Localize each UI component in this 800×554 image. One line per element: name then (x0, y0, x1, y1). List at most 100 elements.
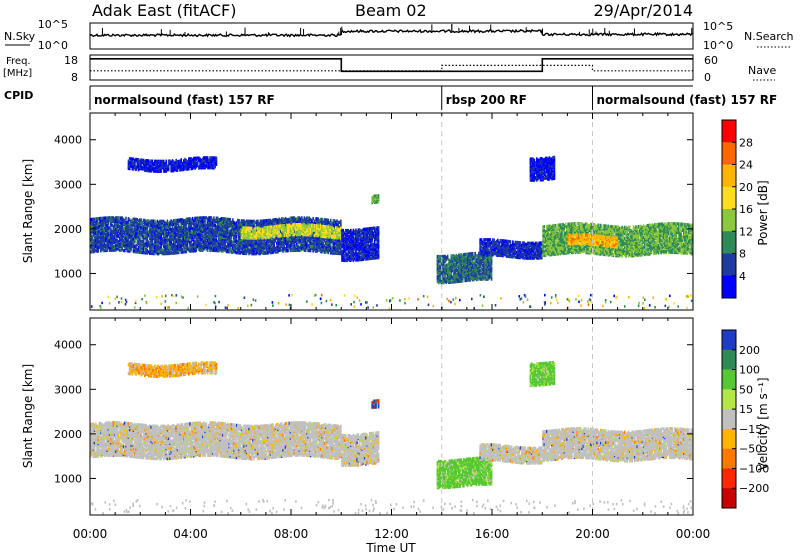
power-cell (203, 229, 205, 234)
power-cell (232, 233, 234, 237)
power-cell (160, 242, 162, 246)
power-cell (169, 228, 171, 232)
power-cell (270, 251, 273, 255)
power-cell (122, 226, 125, 230)
power-cell (112, 244, 115, 249)
power-cell (262, 250, 264, 254)
power-cell (134, 245, 136, 249)
power-cell (108, 235, 111, 239)
power-cell (159, 238, 161, 242)
power-cell (189, 224, 191, 228)
power-cell (282, 237, 284, 241)
power-cell (200, 245, 203, 249)
power-cell (216, 232, 219, 236)
power-cell (116, 238, 118, 242)
power-cell (105, 221, 107, 225)
cpid-label: CPID (4, 89, 33, 102)
power-cell (288, 217, 291, 221)
power-cell (134, 235, 136, 239)
power-cell (194, 222, 196, 227)
power-cell (213, 235, 215, 239)
power-cell (306, 216, 308, 220)
power-cell (175, 232, 177, 236)
power-cell (128, 218, 131, 222)
power-cell (280, 248, 283, 252)
power-cell (123, 226, 126, 230)
power-cell (203, 227, 205, 231)
power-cell (110, 232, 112, 236)
power-cell (244, 239, 247, 243)
power-cell (93, 228, 96, 232)
power-cell (264, 219, 267, 223)
power-cell (139, 250, 141, 254)
power-cell (98, 239, 101, 243)
power-cell (102, 224, 105, 228)
power-cell (113, 228, 116, 232)
power-cell (170, 219, 172, 223)
power-cell (144, 218, 146, 222)
power-cell (204, 243, 206, 247)
power-cell (156, 230, 159, 235)
power-cell (218, 241, 220, 245)
power-cell (101, 236, 103, 240)
power-cell (97, 249, 100, 253)
noise-sky-trace (89, 24, 694, 38)
power-cell (211, 227, 214, 231)
power-cell (146, 226, 149, 230)
power-cell (92, 232, 95, 236)
power-cell (121, 243, 123, 248)
power-cell (247, 239, 249, 243)
power-cell (126, 239, 128, 243)
power-cell (211, 247, 214, 251)
power-cell (157, 228, 160, 232)
power-cell (128, 223, 131, 227)
power-cell (184, 219, 186, 223)
power-cell (224, 229, 226, 234)
power-cell (156, 247, 159, 251)
power-cell (171, 231, 174, 235)
power-cell (100, 234, 102, 238)
power-cell (162, 223, 165, 227)
power-cell (126, 223, 128, 227)
power-cell (296, 242, 298, 246)
power-cell (121, 232, 123, 236)
power-cell (224, 244, 226, 248)
power-cell (216, 249, 219, 253)
power-cell (110, 234, 112, 239)
power-cell (185, 230, 188, 234)
power-cell (288, 244, 291, 248)
power-cell (151, 219, 154, 223)
power-cell (149, 240, 151, 244)
power-cell (183, 219, 185, 223)
power-cell (203, 243, 205, 247)
power-cell (128, 228, 131, 232)
power-cell (230, 229, 233, 233)
power-cell (139, 218, 141, 222)
power-cell (188, 231, 190, 235)
power-cell (199, 235, 201, 239)
power-cell (111, 223, 113, 227)
power-cell (239, 246, 242, 250)
power-cell (140, 218, 142, 222)
power-cell (303, 216, 306, 220)
power-cell (294, 237, 297, 241)
power-cell (258, 245, 260, 249)
power-cell (253, 239, 255, 243)
power-cell (230, 241, 233, 245)
power-cell (176, 251, 179, 255)
power-cell (286, 218, 288, 222)
power-cell (199, 232, 201, 236)
power-cell (190, 230, 193, 234)
power-cell (299, 238, 302, 242)
power-cell (252, 219, 254, 223)
power-cell (181, 234, 184, 238)
power-cell (254, 252, 257, 256)
power-cell (198, 246, 200, 250)
power-cell (239, 250, 242, 254)
power-cell (132, 217, 135, 221)
power-cell (258, 222, 260, 226)
power-cell (204, 221, 206, 225)
power-cell (128, 240, 131, 244)
power-cell (97, 235, 100, 239)
